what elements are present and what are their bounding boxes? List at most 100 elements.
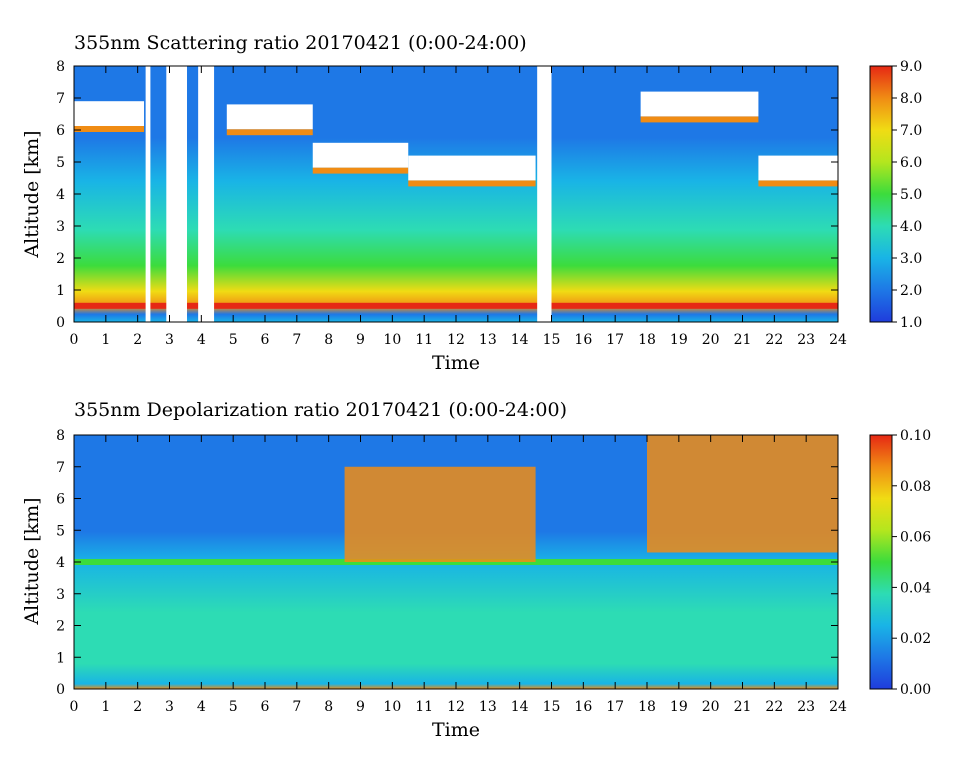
x-tick-label: 9 <box>356 699 365 715</box>
x-tick-label: 6 <box>261 699 270 715</box>
x-tick-label: 17 <box>606 332 624 348</box>
cloud-core <box>312 142 409 168</box>
x-tick-label: 23 <box>797 332 815 348</box>
no-data-gap <box>537 66 552 322</box>
scattering-ratio-panel: 355nm Scattering ratio 20170421 (0:00-24… <box>21 32 922 374</box>
x-tick-label: 21 <box>734 332 752 348</box>
x-tick-label: 20 <box>702 699 720 715</box>
colorbar-tick-label: 2.0 <box>900 283 922 299</box>
x-tick-label: 11 <box>415 699 433 715</box>
cloud-core <box>226 104 313 130</box>
cloud-edge <box>226 129 313 136</box>
colorbar-tick-label: 0.04 <box>900 580 931 596</box>
x-tick-label: 1 <box>101 699 110 715</box>
x-tick-label: 22 <box>765 699 783 715</box>
x-tick-label: 1 <box>101 332 110 348</box>
cloud-core <box>758 155 838 181</box>
x-tick-label: 7 <box>292 699 301 715</box>
x-tick-label: 17 <box>606 699 624 715</box>
colorbar-tick-label: 0.00 <box>900 682 931 698</box>
x-tick-label: 16 <box>574 332 592 348</box>
y-tick-label: 7 <box>56 91 65 107</box>
y-tick-label: 4 <box>56 555 65 571</box>
x-tick-label: 19 <box>670 699 688 715</box>
colorbar-tick-label: 0.10 <box>900 428 931 444</box>
x-axis-ticks: 0 1 2 3 4 5 6 7 8 9 10 11 12 13 14 15 16 17 18 19 20 21 22 23 24 <box>70 435 847 715</box>
x-tick-label: 15 <box>543 332 561 348</box>
y-tick-label: 2 <box>56 619 65 635</box>
no-data-gap <box>198 66 215 322</box>
x-tick-label: 18 <box>638 332 656 348</box>
cloud-core <box>74 101 145 126</box>
no-data-gap <box>166 66 188 322</box>
colorbar-tick-label: 4.0 <box>900 219 922 235</box>
y-axis-label: Altitude [km] <box>21 497 43 625</box>
colorbar-tick-label: 9.0 <box>900 59 922 75</box>
high-depolarization-region <box>344 466 536 562</box>
high-depolarization-region <box>647 435 838 553</box>
cloud-edge <box>74 126 145 132</box>
y-tick-label: 4 <box>56 187 65 203</box>
x-tick-label: 19 <box>670 332 688 348</box>
cloud-core <box>640 91 759 117</box>
colorbar-tick-label: 7.0 <box>900 123 922 139</box>
x-tick-label: 2 <box>133 699 142 715</box>
colorbar-tick-label: 6.0 <box>900 155 922 171</box>
x-tick-label: 10 <box>383 699 401 715</box>
x-tick-label: 14 <box>511 332 529 348</box>
x-axis-ticks: 0 1 2 3 4 5 6 7 8 9 10 11 12 13 14 15 16 17 18 19 20 21 22 23 24 <box>70 66 847 348</box>
cloud-edge <box>408 180 536 187</box>
y-tick-label: 0 <box>56 682 65 698</box>
y-tick-label: 5 <box>56 155 65 171</box>
x-tick-label: 3 <box>165 699 174 715</box>
colorbar-tick-label: 8.0 <box>900 91 922 107</box>
y-tick-label: 8 <box>56 59 65 75</box>
x-tick-label: 11 <box>415 332 433 348</box>
x-axis-label: Time <box>432 352 480 374</box>
x-tick-label: 23 <box>797 699 815 715</box>
x-tick-label: 9 <box>356 332 365 348</box>
chart-title: 355nm Scattering ratio 20170421 (0:00-24… <box>74 32 527 54</box>
cloud-edge <box>312 167 409 174</box>
colorbar-tick-label: 5.0 <box>900 187 922 203</box>
x-tick-label: 0 <box>70 332 79 348</box>
y-tick-label: 3 <box>56 587 65 603</box>
x-tick-label: 13 <box>479 699 497 715</box>
x-tick-label: 4 <box>197 699 206 715</box>
y-axis-label: Altitude [km] <box>21 130 43 258</box>
depolarization-ratio-panel: 355nm Depolarization ratio 20170421 (0:0… <box>21 399 931 741</box>
chart-title: 355nm Depolarization ratio 20170421 (0:0… <box>74 399 567 421</box>
x-tick-label: 21 <box>734 699 752 715</box>
colorbar-tick-label: 3.0 <box>900 251 922 267</box>
x-tick-label: 15 <box>543 699 561 715</box>
x-tick-label: 3 <box>165 332 174 348</box>
x-tick-label: 22 <box>765 332 783 348</box>
y-tick-label: 6 <box>56 492 65 508</box>
y-tick-label: 1 <box>56 650 65 666</box>
x-tick-label: 24 <box>829 332 847 348</box>
cloud-edge <box>640 116 759 123</box>
y-tick-label: 7 <box>56 460 65 476</box>
x-axis-label: Time <box>432 719 480 741</box>
x-tick-label: 5 <box>229 699 238 715</box>
y-tick-label: 8 <box>56 428 65 444</box>
x-tick-label: 16 <box>574 699 592 715</box>
x-tick-label: 6 <box>261 332 270 348</box>
colorbar-tick-label: 0.08 <box>900 479 931 495</box>
y-tick-label: 3 <box>56 219 65 235</box>
surface-layer <box>74 302 838 309</box>
x-tick-label: 8 <box>324 699 333 715</box>
y-axis-ticks: 0 1 2 3 4 5 6 7 8 <box>56 59 838 331</box>
x-tick-label: 12 <box>447 332 465 348</box>
x-tick-label: 18 <box>638 699 656 715</box>
y-tick-label: 0 <box>56 315 65 331</box>
x-tick-label: 10 <box>383 332 401 348</box>
x-tick-label: 13 <box>479 332 497 348</box>
x-tick-label: 14 <box>511 699 529 715</box>
no-data-gap <box>145 66 151 322</box>
scattering-ratio-heatmap <box>73 65 839 323</box>
x-tick-label: 20 <box>702 332 720 348</box>
scattering-ratio-colorbar: 1.0 2.0 3.0 4.0 5.0 6.0 7.0 8.0 9.0 <box>869 59 922 331</box>
x-tick-label: 2 <box>133 332 142 348</box>
y-tick-label: 5 <box>56 523 65 539</box>
